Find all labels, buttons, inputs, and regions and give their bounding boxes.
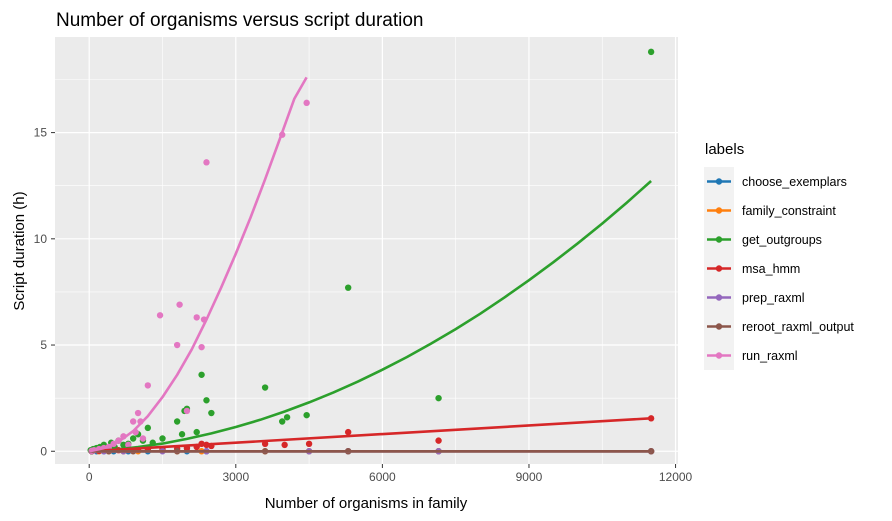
chart-title: Number of organisms versus script durati… [56, 10, 423, 31]
legend-label-prep_raxml: prep_raxml [742, 291, 805, 305]
point-msa_hmm [305, 440, 313, 448]
point-get_outgroups [279, 418, 286, 425]
point-get_outgroups [193, 428, 200, 436]
point-get_outgroups [173, 418, 181, 425]
point-msa_hmm [647, 415, 655, 422]
point-get_outgroups [159, 435, 166, 442]
point-get_outgroups [129, 435, 137, 442]
point-run_raxml [303, 99, 310, 107]
y-tick-label: 0 [40, 444, 47, 458]
legend-point-family_constraint [715, 207, 723, 214]
point-run_raxml [156, 312, 164, 319]
point-run_raxml [203, 159, 210, 166]
y-axis-title: Script duration (h) [11, 191, 28, 310]
y-tick-label: 15 [34, 126, 48, 140]
point-get_outgroups [208, 409, 215, 417]
point-get_outgroups [144, 424, 152, 432]
x-tick-label: 6000 [369, 470, 396, 484]
point-run_raxml [129, 418, 137, 425]
x-tick-label: 12000 [659, 470, 693, 484]
fit-line-msa_hmm [89, 417, 652, 453]
y-tick-label: 10 [34, 232, 48, 246]
legend-point-msa_hmm [715, 265, 723, 272]
point-run_raxml [198, 343, 205, 351]
axes: 0 3000 6000 9000 12000 0 5 10 15 [34, 126, 693, 484]
point-get_outgroups [647, 48, 655, 56]
point-msa_hmm [281, 441, 288, 449]
legend-label-run_raxml: run_raxml [742, 349, 798, 363]
x-tick-label: 0 [86, 470, 93, 484]
point-run_raxml [125, 441, 132, 449]
point-get_outgroups [203, 397, 210, 404]
legend-label-family_constraint: family_constraint [742, 204, 836, 218]
point-run_raxml [193, 314, 200, 321]
point-get_outgroups [261, 384, 269, 391]
fit-line-run_raxml [88, 76, 308, 453]
point-msa_hmm [435, 437, 442, 444]
point-get_outgroups [303, 411, 310, 419]
point-run_raxml [173, 341, 181, 349]
legend-label-msa_hmm: msa_hmm [742, 262, 800, 276]
legend-label-get_outgroups: get_outgroups [742, 233, 822, 247]
point-get_outgroups [198, 371, 205, 378]
point-run_raxml [134, 409, 142, 417]
point-reroot_raxml_output [647, 448, 655, 455]
legend-point-prep_raxml [715, 294, 723, 301]
legend-title: labels [705, 141, 744, 158]
point-run_raxml [176, 301, 183, 308]
fit-line-get_outgroups [89, 180, 652, 453]
legend-label-choose_exemplars: choose_exemplars [742, 175, 847, 189]
point-get_outgroups [344, 284, 352, 291]
y-tick-label: 5 [40, 338, 47, 352]
plot-panel [55, 37, 678, 464]
legend-point-reroot_raxml_output [715, 323, 723, 330]
point-run_raxml [139, 435, 147, 442]
point-get_outgroups [435, 394, 442, 402]
point-get_outgroups [178, 431, 186, 438]
legend-point-choose_exemplars [715, 178, 723, 185]
point-get_outgroups [283, 414, 291, 421]
legend-point-get_outgroups [715, 236, 723, 243]
legend: labels choose_exemplars family_constraint… [704, 141, 854, 370]
point-msa_hmm [344, 428, 352, 436]
point-run_raxml [183, 407, 191, 415]
legend-label-reroot_raxml_output: reroot_raxml_output [742, 320, 854, 334]
x-tick-label: 9000 [516, 470, 543, 484]
fit-lines [88, 76, 652, 453]
point-run_raxml [144, 382, 152, 389]
x-tick-label: 3000 [222, 470, 249, 484]
point-get_outgroups [120, 441, 127, 449]
x-axis-title: Number of organisms in family [265, 495, 468, 512]
legend-point-run_raxml [715, 352, 723, 359]
